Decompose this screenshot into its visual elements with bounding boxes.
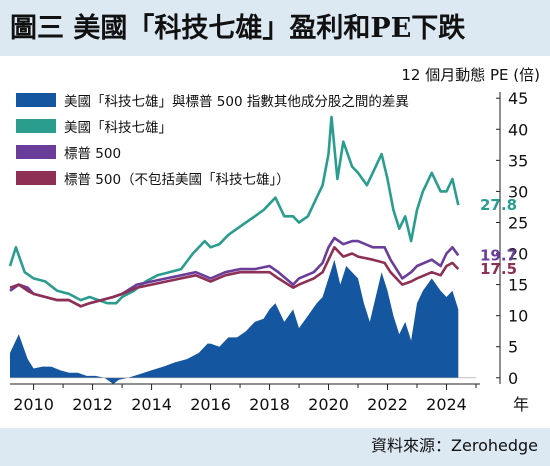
y-tick-label: 20 (508, 245, 528, 264)
x-tick-label: 2010 (13, 395, 54, 414)
legend-label-sp500_ex: 標普 500（不包括美國「科技七雄」） (64, 172, 290, 188)
x-axis-label: 年 (513, 395, 529, 414)
y-tick-label: 10 (508, 307, 528, 326)
legend-swatch-mag7 (16, 119, 56, 133)
y-tick-label: 0 (508, 369, 518, 388)
x-tick-label: 2024 (426, 395, 467, 414)
x-tick-label: 2012 (72, 395, 113, 414)
y-tick-label: 15 (508, 276, 528, 295)
legend-label-spread: 美國「科技七雄」與標普 500 指數其他成分股之間的差異 (64, 94, 409, 110)
y-tick-label: 35 (508, 151, 528, 170)
y-tick-label: 30 (508, 182, 528, 201)
y-tick-label: 5 (508, 338, 518, 357)
end-label-sp500: 19.7 (480, 246, 517, 264)
y-tick-label: 25 (508, 213, 528, 232)
legend-label-sp500: 標普 500 (64, 146, 121, 162)
x-tick-label: 2018 (249, 395, 290, 414)
y-axis-label: 12 個月動態 PE (倍) (401, 66, 540, 84)
x-tick-label: 2016 (190, 395, 231, 414)
series-area-spread (10, 259, 459, 384)
end-label-mag7: 27.8 (480, 196, 517, 214)
y-tick-label: 45 (508, 89, 528, 108)
legend-swatch-sp500 (16, 145, 56, 159)
title-bar: 圖三 美國「科技七雄」盈利和PE下跌 (0, 0, 550, 54)
legend-label-mag7: 美國「科技七雄」 (64, 120, 172, 136)
x-tick-label: 2020 (308, 395, 349, 414)
end-label-sp500_ex: 17.5 (480, 260, 517, 278)
source-note: 資料來源：Zerohedge (371, 436, 538, 455)
series-line-sp500_ex (9, 246, 460, 308)
x-tick-label: 2014 (131, 395, 172, 414)
y-tick-label: 40 (508, 120, 528, 139)
x-tick-label: 2022 (367, 395, 408, 414)
series-line-mag7 (8, 115, 460, 305)
legend-swatch-spread (16, 93, 56, 107)
chart-title: 圖三 美國「科技七雄」盈利和PE下跌 (10, 13, 466, 44)
legend-swatch-sp500_ex (16, 171, 56, 185)
